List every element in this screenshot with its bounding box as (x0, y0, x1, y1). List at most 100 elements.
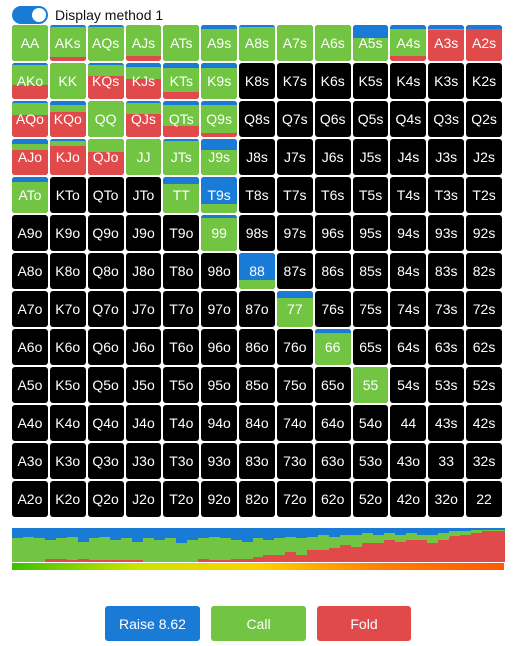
hand-cell[interactable]: T2s (466, 177, 502, 213)
hand-cell[interactable]: K2o (49, 481, 86, 517)
hand-cell[interactable]: A5o (12, 367, 48, 403)
hand-cell[interactable]: Q8o (87, 253, 124, 289)
hand-cell[interactable]: 52s (466, 367, 502, 403)
hand-cell[interactable]: T9o (163, 215, 200, 251)
hand-cell[interactable]: J9s (201, 139, 238, 175)
hand-cell[interactable]: 63o (314, 443, 351, 479)
hand-cell[interactable]: K8o (49, 253, 86, 289)
hand-cell[interactable]: Q6o (87, 329, 124, 365)
hand-cell[interactable]: J3o (125, 443, 162, 479)
hand-cell[interactable]: K4s (390, 63, 427, 99)
hand-cell[interactable]: 22 (466, 481, 502, 517)
hand-cell[interactable]: 94o (201, 405, 238, 441)
hand-cell[interactable]: 88 (239, 253, 275, 289)
hand-cell[interactable]: 63s (428, 329, 465, 365)
hand-cell[interactable]: 97s (276, 215, 313, 251)
hand-cell[interactable]: K5s (352, 63, 389, 99)
hand-cell[interactable]: ATo (12, 177, 48, 213)
hand-cell[interactable]: T3s (428, 177, 465, 213)
hand-cell[interactable]: T4o (163, 405, 200, 441)
hand-cell[interactable]: T6o (163, 329, 200, 365)
hand-cell[interactable]: J3s (428, 139, 465, 175)
hand-cell[interactable]: T8o (163, 253, 200, 289)
hand-cell[interactable]: A8s (239, 25, 275, 61)
hand-cell[interactable]: 32o (428, 481, 465, 517)
hand-cell[interactable]: 44 (390, 405, 427, 441)
hand-cell[interactable]: J5s (352, 139, 389, 175)
hand-cell[interactable]: 73s (428, 291, 465, 327)
hand-cell[interactable]: T8s (239, 177, 275, 213)
hand-cell[interactable]: J6s (314, 139, 351, 175)
hand-cell[interactable]: T3o (163, 443, 200, 479)
hand-cell[interactable]: J2o (125, 481, 162, 517)
hand-cell[interactable]: T7o (163, 291, 200, 327)
hand-cell[interactable]: J6o (125, 329, 162, 365)
hand-cell[interactable]: K7s (276, 63, 313, 99)
hand-cell[interactable]: 86o (239, 329, 275, 365)
hand-cell[interactable]: 92o (201, 481, 238, 517)
hand-cell[interactable]: T4s (390, 177, 427, 213)
hand-cell[interactable]: T2o (163, 481, 200, 517)
hand-cell[interactable]: 42o (390, 481, 427, 517)
hand-cell[interactable]: KQs (87, 63, 124, 99)
hand-cell[interactable]: 95o (201, 367, 238, 403)
hand-cell[interactable]: J4o (125, 405, 162, 441)
hand-cell[interactable]: A5s (352, 25, 389, 61)
hand-cell[interactable]: 53s (428, 367, 465, 403)
hand-cell[interactable]: Q6s (314, 101, 351, 137)
hand-cell[interactable]: Q3o (87, 443, 124, 479)
hand-cell[interactable]: 82o (239, 481, 275, 517)
hand-cell[interactable]: A2o (12, 481, 48, 517)
hand-cell[interactable]: KJo (49, 139, 86, 175)
hand-cell[interactable]: 93s (428, 215, 465, 251)
hand-cell[interactable]: A4s (390, 25, 427, 61)
hand-cell[interactable]: K9s (201, 63, 238, 99)
hand-cell[interactable]: T9s (201, 177, 238, 213)
hand-cell[interactable]: 72s (466, 291, 502, 327)
hand-cell[interactable]: Q7o (87, 291, 124, 327)
hand-cell[interactable]: ATs (163, 25, 200, 61)
hand-cell[interactable]: 84o (239, 405, 275, 441)
hand-cell[interactable]: Q8s (239, 101, 275, 137)
hand-cell[interactable]: T5s (352, 177, 389, 213)
hand-cell[interactable]: A3s (428, 25, 465, 61)
hand-cell[interactable]: A7s (276, 25, 313, 61)
hand-cell[interactable]: Q2s (466, 101, 502, 137)
hand-cell[interactable]: J8s (239, 139, 275, 175)
hand-cell[interactable]: QJs (125, 101, 162, 137)
hand-cell[interactable]: 73o (276, 443, 313, 479)
hand-cell[interactable]: 53o (352, 443, 389, 479)
hand-cell[interactable]: AJs (125, 25, 162, 61)
hand-cell[interactable]: 74o (276, 405, 313, 441)
raise-button[interactable]: Raise 8.62 (105, 606, 200, 641)
hand-cell[interactable]: K6s (314, 63, 351, 99)
hand-cell[interactable]: AKo (12, 63, 48, 99)
hand-cell[interactable]: J7s (276, 139, 313, 175)
hand-cell[interactable]: J4s (390, 139, 427, 175)
hand-cell[interactable]: KJs (125, 63, 162, 99)
hand-cell[interactable]: 66 (314, 329, 351, 365)
hand-cell[interactable]: A8o (12, 253, 48, 289)
hand-cell[interactable]: A6o (12, 329, 48, 365)
hand-cell[interactable]: KTo (49, 177, 86, 213)
hand-cell[interactable]: T5o (163, 367, 200, 403)
hand-cell[interactable]: JTo (125, 177, 162, 213)
hand-cell[interactable]: 87s (276, 253, 313, 289)
hand-cell[interactable]: AQo (12, 101, 48, 137)
hand-cell[interactable]: 82s (466, 253, 502, 289)
hand-cell[interactable]: 83s (428, 253, 465, 289)
hand-cell[interactable]: 32s (466, 443, 502, 479)
hand-cell[interactable]: 42s (466, 405, 502, 441)
hand-cell[interactable]: K3s (428, 63, 465, 99)
hand-cell[interactable]: Q9s (201, 101, 238, 137)
hand-cell[interactable]: 94s (390, 215, 427, 251)
hand-cell[interactable]: A4o (12, 405, 48, 441)
hand-cell[interactable]: 77 (276, 291, 313, 327)
hand-cell[interactable]: 33 (428, 443, 465, 479)
hand-cell[interactable]: JTs (163, 139, 200, 175)
hand-cell[interactable]: 84s (390, 253, 427, 289)
hand-cell[interactable]: J2s (466, 139, 502, 175)
hand-cell[interactable]: 85o (239, 367, 275, 403)
hand-cell[interactable]: QJo (87, 139, 124, 175)
hand-cell[interactable]: AA (12, 25, 48, 61)
